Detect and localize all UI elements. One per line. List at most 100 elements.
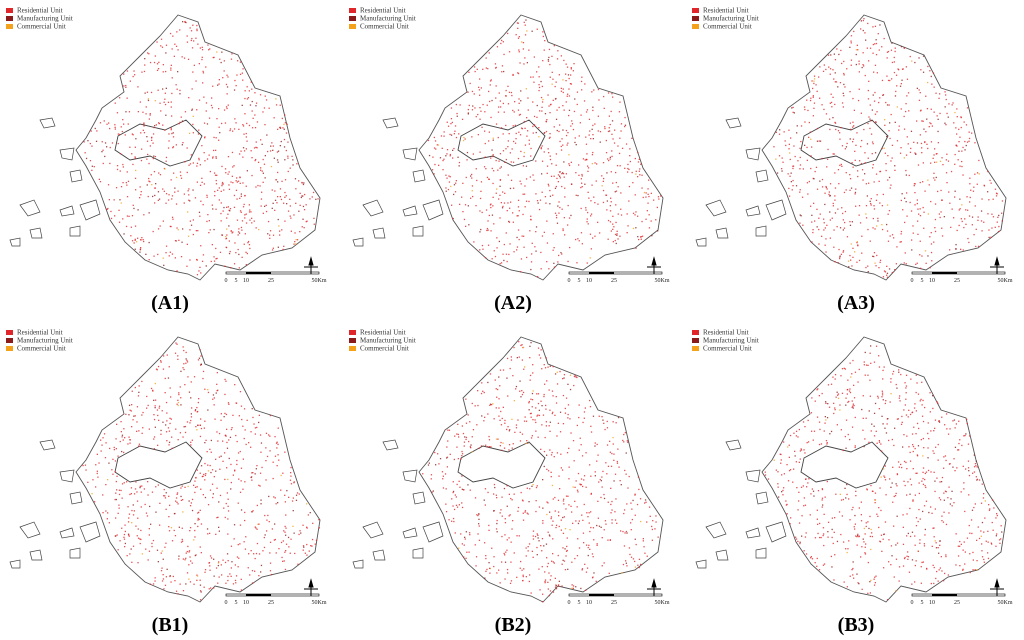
- land-unit: [607, 501, 609, 503]
- land-unit: [261, 143, 263, 145]
- land-unit: [251, 217, 253, 219]
- land-unit: [550, 471, 552, 473]
- land-units: [764, 345, 1003, 601]
- land-unit: [492, 205, 494, 207]
- land-unit: [533, 56, 535, 58]
- land-unit: [792, 111, 794, 113]
- land-unit: [565, 129, 568, 132]
- land-unit: [632, 182, 634, 184]
- land-unit: [217, 582, 219, 584]
- land-unit: [779, 453, 781, 455]
- land-unit: [119, 540, 121, 542]
- land-unit: [213, 172, 216, 174]
- land-unit: [646, 521, 648, 523]
- land-unit: [987, 170, 989, 173]
- land-unit: [898, 125, 900, 127]
- land-unit: [487, 229, 489, 231]
- land-unit: [495, 494, 497, 496]
- land-unit: [825, 419, 827, 421]
- land-unit: [814, 170, 816, 173]
- land-unit: [861, 408, 863, 411]
- land-unit: [446, 446, 448, 448]
- land-unit: [237, 452, 240, 454]
- land-unit: [508, 221, 511, 223]
- land-unit: [522, 512, 524, 514]
- land-unit: [254, 473, 256, 475]
- land-unit: [775, 158, 777, 160]
- land-unit: [522, 575, 524, 578]
- land-unit: [519, 134, 522, 136]
- land-unit: [849, 254, 851, 257]
- land-unit: [799, 222, 801, 224]
- land-unit: [898, 369, 900, 371]
- land-unit: [514, 431, 516, 433]
- land-unit: [156, 369, 158, 371]
- land-unit: [830, 101, 833, 104]
- land-unit: [567, 417, 569, 419]
- land-unit: [457, 433, 459, 436]
- land-unit: [616, 233, 618, 235]
- land-unit: [242, 458, 244, 460]
- land-unit: [466, 551, 468, 553]
- land-unit: [905, 398, 907, 400]
- land-unit: [914, 61, 916, 64]
- land-unit: [977, 526, 979, 528]
- land-unit: [606, 473, 608, 475]
- land-unit: [510, 541, 512, 543]
- panel-label: (B3): [838, 614, 875, 636]
- land-unit: [609, 205, 611, 207]
- land-unit: [462, 139, 465, 142]
- land-unit: [517, 506, 520, 509]
- land-unit: [993, 507, 995, 509]
- land-unit: [495, 85, 497, 87]
- land-unit: [571, 561, 573, 563]
- land-unit: [223, 70, 225, 72]
- land-unit: [969, 553, 971, 555]
- land-unit: [545, 543, 548, 545]
- land-unit: [216, 174, 218, 176]
- land-unit: [180, 499, 183, 501]
- land-unit: [587, 167, 590, 169]
- land-unit: [973, 466, 976, 468]
- land-unit: [495, 528, 498, 530]
- land-unit: [568, 466, 570, 468]
- land-unit: [539, 357, 542, 359]
- land-unit: [909, 507, 911, 510]
- land-unit: [620, 530, 622, 532]
- land-unit: [852, 405, 854, 407]
- land-unit: [522, 574, 524, 576]
- land-unit: [139, 186, 141, 188]
- land-unit: [128, 414, 130, 416]
- land-unit: [800, 448, 802, 450]
- land-unit: [205, 473, 207, 475]
- land-unit: [963, 541, 965, 543]
- land-unit: [191, 47, 194, 49]
- land-unit: [822, 504, 824, 506]
- land-unit: [568, 88, 570, 90]
- land-unit: [103, 120, 105, 122]
- land-unit: [610, 512, 612, 514]
- land-unit: [576, 555, 579, 557]
- land-unit: [613, 226, 615, 228]
- land-unit: [181, 144, 183, 146]
- land-unit: [487, 68, 489, 70]
- land-unit: [498, 160, 500, 162]
- land-unit: [141, 237, 143, 239]
- land-unit: [244, 233, 246, 235]
- land-unit: [983, 531, 985, 533]
- land-unit: [866, 195, 868, 197]
- land-unit: [968, 241, 970, 244]
- land-unit: [572, 440, 575, 442]
- land-unit: [198, 518, 200, 521]
- land-unit: [611, 150, 613, 152]
- land-unit: [836, 226, 838, 228]
- land-unit: [855, 535, 857, 537]
- land-unit: [947, 433, 950, 435]
- land-unit: [185, 358, 187, 360]
- land-unit: [906, 95, 908, 97]
- land-unit: [554, 510, 556, 512]
- land-unit: [255, 552, 258, 555]
- land-unit: [446, 457, 448, 459]
- land-unit: [533, 124, 535, 126]
